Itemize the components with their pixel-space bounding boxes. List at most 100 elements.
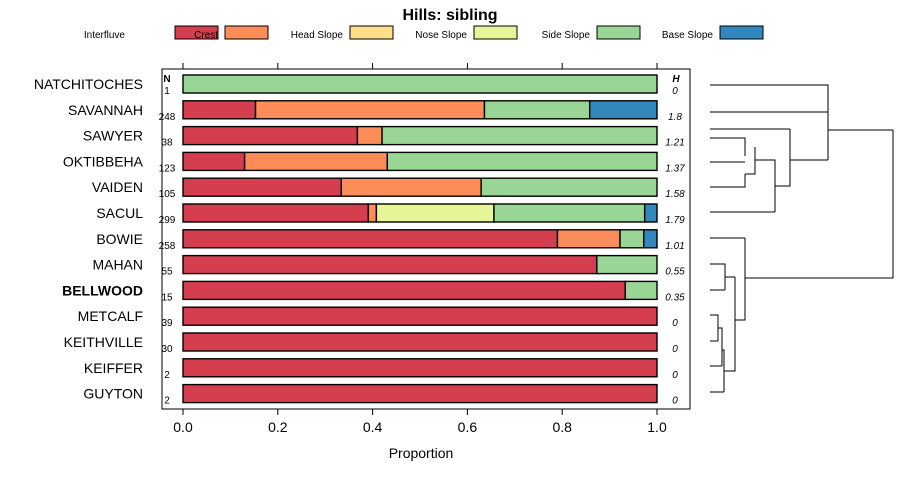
bar-segment — [182, 229, 559, 249]
n-label: 55 — [161, 267, 173, 278]
n-label: 2 — [164, 370, 170, 381]
bar-segment — [493, 203, 646, 223]
dendrogram-branch — [745, 130, 894, 279]
x-tick-label: 0.2 — [268, 419, 288, 435]
legend: Interfluve Crest Head Slope Nose Slope Side … — [84, 25, 764, 41]
bar-segment — [182, 280, 626, 301]
x-axis: 0.0 0.2 0.4 0.6 0.8 1.0 — [173, 63, 667, 435]
dendrogram-branch — [790, 100, 893, 161]
bar-segment — [480, 177, 658, 197]
category-label: GUYTON — [83, 386, 143, 402]
dendrogram-branch — [710, 137, 746, 163]
bar-segment — [254, 100, 486, 120]
n-header: N — [163, 74, 170, 85]
chart-title: Hills: sibling — [402, 7, 497, 24]
h-label: 0 — [672, 318, 678, 329]
bar-segment — [182, 125, 359, 146]
x-tick-label: 0.8 — [552, 419, 572, 435]
h-label: 1.21 — [665, 138, 684, 149]
n-label: 105 — [159, 189, 176, 200]
bar-segment — [643, 203, 658, 223]
x-tick-label: 0.6 — [458, 419, 478, 435]
bar-segment — [182, 358, 658, 378]
dendrogram — [710, 84, 894, 393]
h-label: 0.55 — [665, 267, 685, 278]
h-header: H — [672, 74, 680, 85]
legend-label: Base Slope — [662, 30, 714, 41]
bar-segment — [367, 203, 378, 223]
legend-swatch — [473, 25, 518, 40]
bar-segment — [340, 177, 482, 197]
category-label: METCALF — [78, 308, 143, 324]
bar-segment — [182, 254, 598, 275]
h-label: 1.8 — [668, 112, 682, 123]
category-label: OKTIBBEHA — [63, 153, 144, 169]
h-label: 0.35 — [665, 292, 685, 303]
bar-segment — [182, 306, 658, 326]
category-label: BOWIE — [96, 231, 143, 247]
dendrogram-branch — [710, 327, 723, 367]
bar-segment — [182, 203, 370, 223]
n-label: 15 — [161, 292, 173, 303]
legend-swatch — [349, 25, 394, 40]
dendrogram-branch — [710, 159, 776, 213]
category-labels: NATCHITOCHES SAVANNAH SAWYER OKTIBBEHA VAIDE… — [34, 76, 144, 402]
legend-label: Nose Slope — [415, 30, 467, 41]
dendrogram-branch — [710, 314, 719, 342]
bar-segment — [386, 151, 658, 172]
bar-segment — [483, 100, 591, 120]
bars — [182, 74, 658, 404]
legend-label: Crest — [194, 30, 218, 41]
bar-segment — [182, 100, 257, 120]
bar-segment — [182, 383, 658, 404]
legend-label: Side Slope — [542, 30, 591, 41]
n-label: 39 — [161, 318, 173, 329]
x-tick-label: 0.4 — [363, 419, 383, 435]
bar-segment — [182, 151, 246, 172]
dendrogram-branch — [710, 147, 756, 188]
category-label: SACUL — [96, 205, 143, 221]
category-label: KEIFFER — [84, 360, 143, 376]
legend-swatch — [174, 25, 219, 40]
h-label: 1.37 — [665, 163, 685, 174]
bar-segment — [596, 254, 658, 275]
dendrogram-branch — [710, 84, 829, 116]
x-tick-label: 0.0 — [173, 419, 193, 435]
dendrogram-branch — [710, 349, 725, 393]
category-label: VAIDEN — [92, 179, 143, 195]
n-label: 2 — [164, 396, 170, 407]
bar-segment — [182, 74, 658, 94]
bar-segment — [243, 151, 388, 172]
dendrogram-branch — [710, 237, 746, 321]
bar-segment — [381, 125, 658, 146]
x-axis-label: Proportion — [389, 445, 454, 461]
legend-label: Interfluve — [84, 30, 126, 41]
h-label: 1.79 — [665, 215, 685, 226]
h-label: 0 — [672, 86, 678, 97]
legend-label: Head Slope — [291, 30, 344, 41]
h-label: 1.58 — [665, 189, 685, 200]
dendrogram-branch — [724, 276, 736, 372]
bar-segment — [619, 229, 645, 249]
n-label: 258 — [159, 241, 176, 252]
bar-segment — [182, 332, 658, 352]
n-label: 30 — [161, 344, 173, 355]
h-label: 0 — [672, 370, 678, 381]
plot-frame — [161, 68, 691, 410]
n-label: 1 — [164, 86, 170, 97]
n-label: 299 — [159, 215, 176, 226]
n-label: 38 — [161, 138, 173, 149]
dendrogram-branch — [710, 128, 791, 187]
n-label: 123 — [159, 163, 176, 174]
x-tick-label: 1.0 — [647, 419, 667, 435]
n-label: 248 — [159, 112, 176, 123]
category-label: SAVANNAH — [68, 102, 143, 118]
n-labels: 1 248 38 123 105 299 258 55 15 39 30 2 2 — [159, 86, 176, 407]
legend-swatch — [224, 25, 269, 40]
category-label: BELLWOOD — [62, 282, 143, 298]
bar-segment — [556, 229, 621, 249]
bar-segment — [182, 177, 343, 197]
bar-segment — [643, 229, 658, 249]
h-label: 1.01 — [665, 241, 684, 252]
